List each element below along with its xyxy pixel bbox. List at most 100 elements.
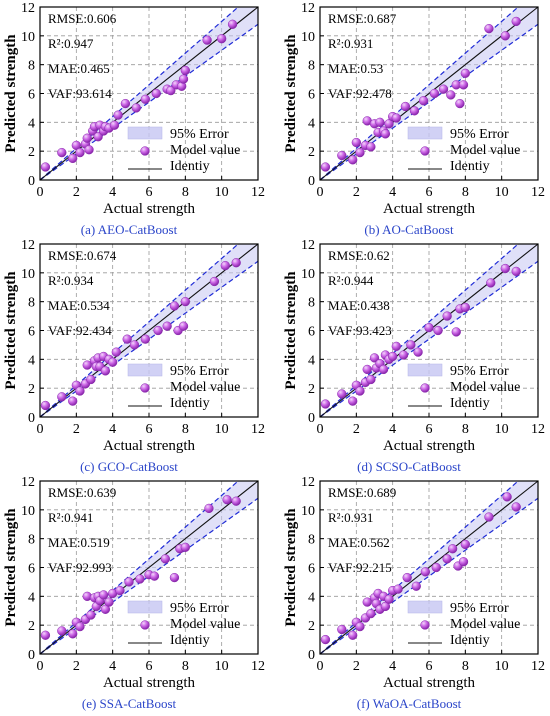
- x-tick-label: 0: [37, 422, 44, 437]
- y-axis-label: Predicted strength: [283, 508, 299, 627]
- y-tick-label: 10: [301, 30, 315, 45]
- y-axis-label: Predicted strength: [3, 271, 19, 390]
- data-point: [409, 106, 420, 116]
- data-point: [231, 258, 241, 268]
- y-tick-label: 10: [21, 30, 35, 45]
- metric-annotation: VAF:92.434: [48, 323, 112, 338]
- data-point: [57, 147, 67, 158]
- data-point: [140, 94, 151, 104]
- y-tick-label: 6: [28, 562, 35, 577]
- x-tick-label: 2: [353, 185, 360, 200]
- legend-label: 95% Error: [450, 364, 509, 379]
- data-point: [411, 581, 421, 591]
- data-point: [227, 19, 238, 29]
- x-axis-label: Actual strength: [383, 675, 476, 691]
- y-tick-label: 2: [308, 145, 315, 160]
- y-axis-label: Predicted strength: [283, 34, 299, 153]
- panel-caption: (d) SCSO-CatBoost: [357, 459, 461, 474]
- y-tick-label: 2: [28, 145, 35, 160]
- data-point: [460, 68, 470, 78]
- x-tick-label: 6: [146, 659, 153, 674]
- data-point: [460, 302, 470, 313]
- y-tick-label: 0: [28, 174, 35, 189]
- data-point: [166, 85, 176, 96]
- y-tick-label: 2: [308, 619, 315, 634]
- metric-annotation: RMSE:0.606: [48, 11, 117, 26]
- error-bound-upper: [319, 6, 519, 181]
- data-point: [129, 340, 140, 350]
- x-tick-label: 12: [531, 422, 545, 437]
- data-point: [391, 341, 401, 352]
- metric-annotation: RMSE:0.674: [48, 248, 117, 263]
- y-tick-label: 6: [308, 325, 315, 340]
- y-tick-label: 6: [308, 88, 315, 103]
- y-tick-label: 4: [28, 590, 35, 605]
- y-tick-label: 8: [308, 533, 315, 548]
- y-tick-label: 0: [28, 411, 35, 426]
- x-tick-label: 0: [317, 422, 324, 437]
- metric-annotation: RMSE:0.62: [328, 248, 390, 263]
- metric-annotation: R²:0.941: [48, 510, 93, 525]
- chart-panel: 0 2 4 6 8 10 12 0 2 4 6 8 10 12 Actual strength Predict…: [283, 1, 545, 237]
- data-point: [375, 117, 385, 127]
- data-point: [400, 101, 411, 112]
- data-point: [40, 400, 51, 411]
- data-point: [113, 110, 123, 120]
- x-tick-label: 8: [462, 659, 469, 674]
- data-point: [135, 574, 145, 584]
- metric-annotation: RMSE:0.689: [328, 485, 396, 500]
- x-tick-label: 12: [251, 659, 265, 674]
- x-tick-label: 4: [109, 185, 116, 200]
- y-tick-label: 12: [21, 238, 35, 253]
- metric-annotation: MAE:0.465: [48, 61, 110, 76]
- y-tick-label: 6: [28, 88, 35, 103]
- data-point: [447, 544, 458, 554]
- x-tick-label: 10: [495, 659, 509, 674]
- x-tick-label: 6: [146, 185, 153, 200]
- legend-swatch-error: [127, 126, 163, 140]
- legend-label: Identiy: [170, 159, 210, 174]
- data-point: [180, 297, 190, 307]
- y-tick-label: 2: [308, 382, 315, 397]
- data-point: [384, 594, 394, 604]
- x-tick-label: 4: [109, 422, 116, 437]
- data-point: [162, 321, 172, 331]
- y-tick-label: 12: [21, 475, 35, 490]
- data-point: [511, 16, 521, 27]
- data-point: [320, 162, 331, 172]
- data-point: [169, 301, 180, 311]
- data-point: [217, 34, 227, 44]
- data-point: [433, 325, 443, 336]
- data-point: [511, 502, 521, 512]
- data-point: [160, 554, 171, 564]
- legend-label: Identiy: [450, 396, 490, 411]
- data-point: [98, 590, 109, 600]
- data-point: [320, 399, 331, 409]
- legend-swatch-error: [407, 126, 443, 140]
- y-tick-label: 4: [28, 353, 35, 368]
- x-tick-label: 8: [182, 185, 189, 200]
- x-tick-label: 10: [495, 185, 509, 200]
- data-point: [120, 98, 131, 109]
- error-bound-upper: [39, 6, 239, 181]
- data-point: [355, 386, 365, 396]
- data-point: [351, 137, 361, 148]
- x-tick-label: 2: [353, 659, 360, 674]
- data-point: [455, 98, 465, 109]
- data-point: [393, 584, 403, 594]
- y-tick-label: 12: [301, 1, 315, 16]
- data-point: [222, 495, 232, 505]
- metric-annotation: MAE:0.519: [48, 535, 110, 550]
- data-point: [320, 634, 331, 645]
- metric-annotation: VAF:93.614: [48, 86, 112, 101]
- panel-caption: (c) GCO-CatBoost: [80, 459, 178, 474]
- x-tick-label: 8: [462, 185, 469, 200]
- y-tick-label: 8: [28, 296, 35, 311]
- data-point: [109, 120, 120, 130]
- data-point: [178, 74, 189, 84]
- data-point: [86, 374, 96, 385]
- metric-annotation: R²:0.931: [328, 36, 373, 51]
- data-point: [442, 554, 452, 564]
